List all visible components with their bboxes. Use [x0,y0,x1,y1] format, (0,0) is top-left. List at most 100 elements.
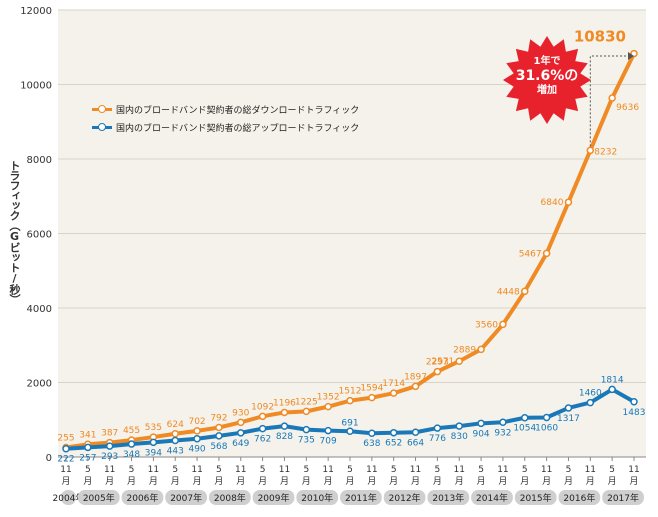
x-tick-label: 11 [410,465,421,475]
upload-value-label: 490 [188,445,205,455]
year-label: 2014年 [476,492,508,504]
download-value-label: 1196 [273,398,296,408]
year-pill [602,490,644,505]
download-point [171,430,179,438]
upload-value-label: 1054 [513,424,536,434]
year-label: 2004年 [53,492,85,504]
x-tick-label: 11 [279,465,290,475]
y-axis-label: トラフィック（Gビット/秒） [8,160,21,304]
year-pill [165,490,207,505]
y-tick-label: 4000 [27,304,52,315]
download-point [433,367,442,376]
y-tick-label: 6000 [27,230,52,241]
upload-point [521,413,529,422]
x-tick-month-suffix: 月 [433,476,442,487]
growth-badge-text: 1年で 31.6%の 増加 [510,56,584,97]
download-value-label: 792 [210,413,227,423]
x-tick-label: 5 [609,465,615,475]
upload-point [237,429,245,437]
download-point [280,408,289,417]
upload-point [215,432,223,440]
x-tick-month-suffix: 月 [367,476,376,487]
download-point [368,393,376,402]
download-point [237,418,245,427]
upload-point [127,440,136,448]
x-tick-month-suffix: 月 [83,476,92,487]
upload-point [105,442,114,450]
download-point [389,389,398,397]
y-axis-tick-labels: 0 2000 4000 6000 8000 10000 12000 [20,6,52,464]
upload-point [455,422,463,430]
download-value-label: 1512 [339,387,362,397]
x-tick-month-suffix: 月 [105,476,114,487]
download-point [586,146,595,155]
upload-point [542,413,551,422]
year-label: 2012年 [389,492,421,504]
year-pill [121,490,164,505]
upload-value-label: 776 [429,434,446,444]
year-label: 2006年 [127,492,159,504]
download-value-label: 4448 [497,287,520,297]
download-value-label: 1352 [317,393,340,403]
upload-value-label: 1460 [579,389,602,399]
download-point [564,198,573,206]
badge-line-1: 1年で [533,56,561,67]
year-label: 2015年 [520,492,552,504]
x-tick-label: 5 [435,465,441,475]
upload-series: 222 257 293 348 394 443 490 568 649 762 828 735 709 6… [57,375,645,464]
download-value-label: 387 [101,429,118,439]
legend-swatch-upload [92,122,112,132]
download-value-label: 1225 [295,397,318,407]
upload-point [62,444,70,453]
x-tick-month-suffix: 月 [127,476,136,487]
x-tick-label: 5 [478,465,484,475]
y-tick-label: 2000 [27,379,52,390]
x-tick-label: 11 [322,465,333,475]
upload-point [346,427,354,436]
x-tick-month-suffix: 月 [520,476,529,487]
upload-value-label: 443 [167,446,184,456]
download-value-label: 3560 [475,320,498,330]
upload-point [302,425,311,434]
upload-value-label: 691 [341,418,358,428]
legend-label-upload: 国内のブロードバンド契約者の総アップロードトラフィック [116,123,360,134]
download-point [542,249,551,258]
download-value-label: 624 [167,420,184,430]
x-tick-month-suffix: 月 [498,476,507,487]
growth-arrowhead [628,52,634,60]
legend: 国内のブロードバンド契約者の総ダウンロードトラフィック 国内のブロードバンド契約… [92,100,359,136]
year-pill [383,490,426,505]
x-tick-month-suffix: 月 [324,476,333,487]
growth-starburst-badge [503,36,591,124]
upload-value-label: 830 [451,432,468,442]
upload-value-label: 257 [79,453,96,463]
download-point [477,345,485,354]
download-value-label: 1714 [382,379,405,389]
x-tick-month-suffix: 月 [193,476,202,487]
upload-point [433,424,442,432]
upload-value-label: 348 [123,450,140,460]
x-tick-month-suffix: 月 [345,476,354,487]
upload-point [411,428,420,437]
upload-value-label: 394 [145,448,162,458]
x-axis: 11月5月11月5月11月5月11月5月11月5月11月5月11月5月11月5月… [60,457,640,487]
year-pill [340,490,382,505]
download-value-label: 255 [57,434,74,444]
upload-value-label: 709 [320,437,337,447]
download-point [455,357,463,365]
upload-point [586,398,595,407]
upload-point [368,429,376,437]
download-value-label: 1092 [251,402,274,412]
legend-label-download: 国内のブロードバンド契約者の総ダウンロードトラフィック [116,105,360,116]
x-tick-month-suffix: 月 [542,476,551,487]
year-label: 2017年 [607,492,639,504]
annotation [503,36,634,147]
upload-point [477,419,485,428]
x-tick-month-suffix: 月 [236,476,245,487]
year-pill [61,490,76,505]
download-point [521,287,529,296]
x-tick-month-suffix: 月 [149,476,158,487]
download-value-label: 8232 [594,147,617,157]
upload-value-label: 828 [276,432,293,442]
x-tick-label: 5 [260,465,266,475]
